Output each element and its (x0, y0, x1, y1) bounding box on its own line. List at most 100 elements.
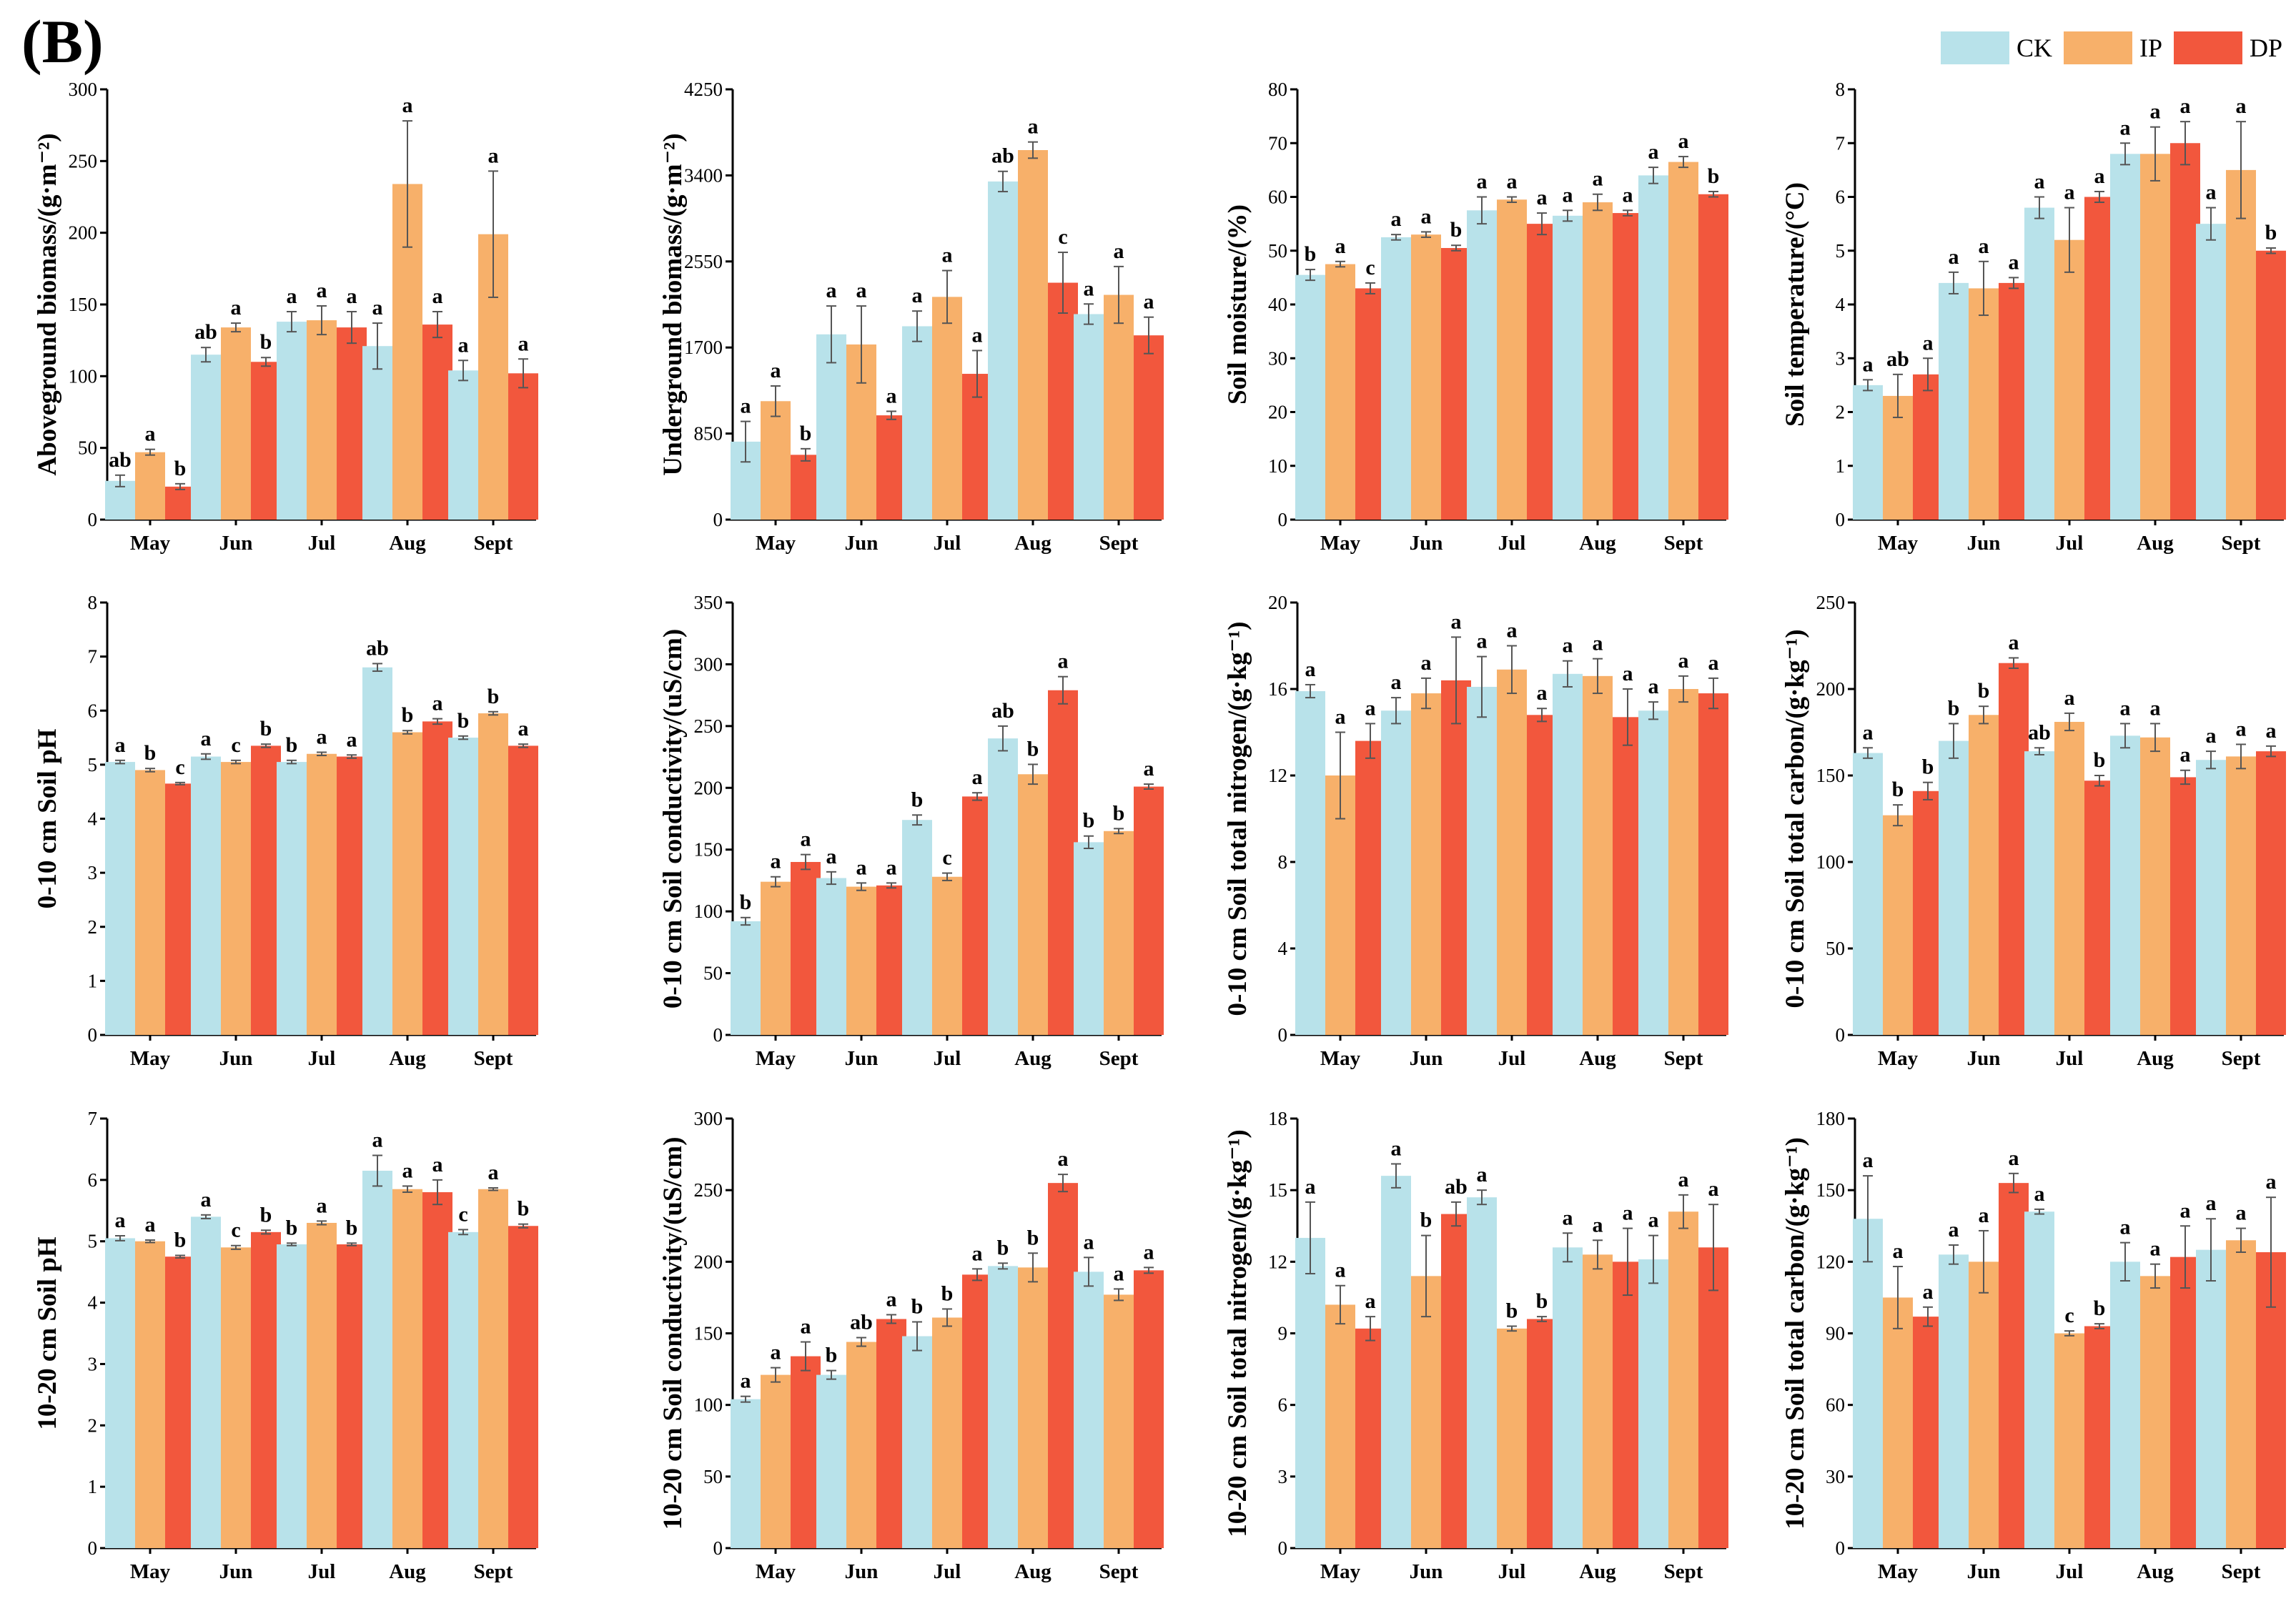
y-tick-label: 0 (1836, 1024, 1846, 1046)
bar-ip (2140, 737, 2170, 1035)
bar-dp (508, 1226, 538, 1548)
significance-letter: a (826, 845, 837, 868)
bar-ck (1939, 740, 1969, 1035)
significance-letter: c (231, 1219, 240, 1242)
significance-letter: a (2094, 164, 2105, 188)
bar-ck (1467, 1197, 1497, 1548)
bar-ip (2226, 1240, 2256, 1548)
significance-letter: a (372, 296, 383, 319)
bar-dp (1527, 1319, 1557, 1548)
significance-letter: a (2150, 696, 2161, 720)
significance-letter: a (2180, 94, 2191, 118)
significance-letter: a (826, 279, 837, 302)
bar-dp (2170, 143, 2200, 520)
significance-letter: b (1450, 218, 1463, 242)
bar-ip (1497, 1328, 1527, 1548)
significance-letter: a (2150, 1237, 2161, 1261)
significance-letter: ab (1445, 1175, 1468, 1199)
y-tick-label: 0 (1278, 1537, 1288, 1559)
y-tick-label: 1700 (684, 337, 723, 358)
bar-ck (1381, 710, 1411, 1035)
significance-letter: ab (991, 144, 1014, 168)
bar-ck (1853, 385, 1883, 520)
significance-letter: a (432, 284, 443, 308)
x-tick-label: May (130, 1560, 171, 1583)
y-tick-label: 100 (694, 901, 723, 922)
y-tick-label: 6 (88, 1169, 98, 1191)
y-tick-label: 2550 (684, 251, 723, 272)
bar-dp (1048, 1183, 1078, 1548)
significance-letter: a (2236, 94, 2247, 118)
bar-ip (221, 327, 251, 520)
bar-ip (478, 713, 508, 1035)
bar-dp (876, 415, 906, 520)
x-tick-label: Sept (1099, 1560, 1139, 1583)
bar-ck (2024, 207, 2054, 520)
bar-dp (165, 783, 195, 1035)
bar-dp (791, 862, 821, 1035)
bar-ck (2196, 760, 2226, 1035)
y-tick-label: 250 (69, 150, 98, 172)
significance-letter: a (518, 332, 529, 355)
x-tick-label: Sept (474, 532, 513, 555)
significance-letter: a (1058, 1147, 1069, 1171)
bar-ck (1553, 1247, 1583, 1548)
y-tick-label: 850 (694, 423, 723, 445)
y-tick-label: 18 (1268, 1108, 1287, 1129)
significance-letter: a (1949, 245, 1959, 269)
y-tick-label: 100 (1816, 851, 1846, 873)
significance-letter: a (1678, 649, 1689, 673)
x-tick-label: May (1878, 1047, 1919, 1070)
significance-letter: a (1537, 681, 1548, 705)
bar-ip (1883, 815, 1913, 1035)
bar-ip (1668, 689, 1698, 1035)
significance-letter: b (174, 457, 187, 480)
y-tick-label: 30 (1826, 1466, 1845, 1487)
significance-letter: a (771, 850, 781, 873)
significance-letter: a (2009, 1146, 2019, 1170)
legend-swatch-ck (1941, 31, 2009, 64)
bar-ck (1638, 710, 1668, 1035)
y-tick-label: 0 (713, 1537, 723, 1559)
significance-letter: a (2236, 1201, 2247, 1225)
significance-letter: c (458, 1202, 467, 1226)
bar-ck (1295, 691, 1325, 1035)
bar-ck (2024, 751, 2054, 1035)
bar-dp (1134, 786, 1164, 1035)
bar-ip (1969, 715, 1999, 1035)
significance-letter: a (1678, 1168, 1689, 1191)
bar-dp (1441, 680, 1471, 1035)
significance-letter: a (1648, 140, 1659, 164)
chart-2: 0 850 1700 2550 3400 4250 Underground biomass/… (658, 79, 1164, 555)
significance-letter: a (2034, 170, 2045, 194)
bar-dp (1913, 790, 1943, 1035)
bar-ck (902, 1336, 932, 1548)
y-tick-label: 250 (694, 1179, 723, 1201)
bar-ck (105, 480, 135, 520)
x-tick-label: Sept (1099, 532, 1139, 555)
x-tick-label: Aug (389, 1047, 426, 1070)
significance-letter: a (1648, 675, 1659, 698)
significance-letter: a (1084, 277, 1094, 300)
bar-dp (791, 455, 821, 520)
significance-letter: a (856, 856, 867, 879)
bar-ip (1668, 162, 1698, 520)
significance-letter: a (1863, 1149, 1874, 1172)
x-tick-label: Aug (1014, 1560, 1051, 1583)
x-tick-label: Sept (2222, 1560, 2261, 1583)
y-tick-label: 300 (694, 1108, 723, 1129)
x-tick-label: Jul (2056, 532, 2084, 555)
chart-11: 0 3 6 9 12 15 18 10-20 cm Soil total nitrogen/(… (1223, 1108, 1728, 1583)
significance-letter: b (286, 733, 298, 757)
significance-letter: a (488, 1161, 499, 1184)
chart-1: 0 50 100 150 200 250 300 Aboveground biomass/(g… (33, 79, 538, 555)
bar-ip (2054, 1333, 2084, 1548)
y-axis-label: 10-20 cm Soil pH (33, 1236, 62, 1430)
x-tick-label: Jun (845, 532, 879, 555)
x-tick-label: Aug (1579, 1047, 1616, 1070)
significance-letter: a (115, 733, 126, 757)
significance-letter: a (2064, 181, 2075, 204)
bar-dp (337, 327, 367, 520)
bar-ip (1018, 149, 1048, 520)
y-tick-label: 9 (1278, 1323, 1288, 1344)
